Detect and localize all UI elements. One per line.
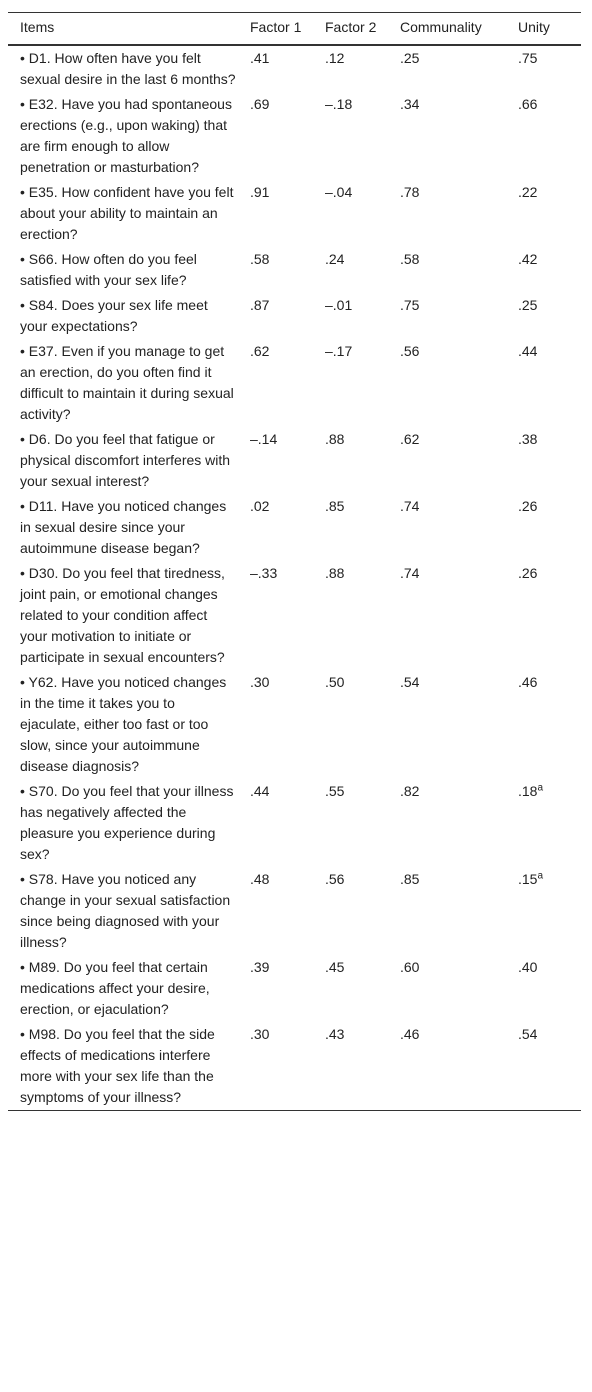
item-cell: • S84. Does your sex life meet your expe… [20, 297, 208, 334]
item-cell: • E32. Have you had spontaneous erection… [20, 96, 232, 175]
footnote-mark: a [537, 782, 544, 794]
table-row: • D30. Do you feel that tiredness, joint… [8, 561, 581, 670]
value-cell: .25 [518, 297, 538, 313]
value-cell: .54 [518, 1026, 538, 1042]
header-row: Items Factor 1 Factor 2 Communality Unity [8, 13, 581, 45]
value-cell: .18a [518, 779, 581, 867]
value-cell: .48 [250, 871, 270, 887]
value-cell: .02 [250, 498, 270, 514]
value-cell: .75 [518, 50, 538, 66]
table-row: • S66. How often do you feel satisfied w… [8, 247, 581, 293]
value-cell: –.18 [325, 96, 353, 112]
item-cell: • D6. Do you feel that fatigue or physic… [20, 431, 231, 489]
value-cell: .56 [325, 871, 345, 887]
value-cell: .54 [400, 674, 420, 690]
table-row: • D11. Have you noticed changes in sexua… [8, 494, 581, 561]
value-cell: .58 [400, 251, 420, 267]
item-cell: • S78. Have you noticed any change in yo… [20, 871, 231, 950]
header-cell: Communality [400, 19, 482, 35]
value-cell: .78 [400, 184, 420, 200]
table-row: • S84. Does your sex life meet your expe… [8, 293, 581, 339]
value-cell: .46 [518, 674, 538, 690]
item-cell: • Y62. Have you noticed changes in the t… [20, 674, 227, 774]
value-cell: .45 [325, 959, 345, 975]
value-cell: .41 [250, 50, 270, 66]
value-cell: .88 [325, 565, 345, 581]
table-header: Items Factor 1 Factor 2 Communality Unity [8, 13, 581, 45]
value-cell: –.04 [325, 184, 353, 200]
value-cell: .24 [325, 251, 345, 267]
value-cell: .50 [325, 674, 345, 690]
value-cell: .87 [250, 297, 270, 313]
value-cell: .39 [250, 959, 270, 975]
value-cell: .26 [518, 498, 538, 514]
value-cell: .56 [400, 343, 420, 359]
value-text: .18 [518, 783, 538, 799]
item-cell: • E37. Even if you manage to get an erec… [20, 343, 234, 422]
value-cell: .91 [250, 184, 270, 200]
value-cell: –.17 [325, 343, 353, 359]
value-cell: .74 [400, 498, 420, 514]
table-row: • Y62. Have you noticed changes in the t… [8, 670, 581, 779]
table-row: • D1. How often have you felt sexual des… [8, 45, 581, 92]
value-cell: .66 [518, 96, 538, 112]
value-cell: –.01 [325, 297, 353, 313]
value-cell: –.33 [250, 565, 278, 581]
value-cell: .15a [518, 867, 581, 955]
value-cell: .88 [325, 431, 345, 447]
value-cell: .44 [518, 343, 538, 359]
table-row: • D6. Do you feel that fatigue or physic… [8, 427, 581, 494]
footnote-mark: a [537, 870, 544, 882]
value-cell: .60 [400, 959, 420, 975]
factor-table: Items Factor 1 Factor 2 Communality Unity • … [8, 12, 581, 1111]
item-cell: • S66. How often do you feel satisfied w… [20, 251, 197, 288]
item-cell: • D1. How often have you felt sexual des… [20, 50, 236, 87]
item-cell: • E35. How confident have you felt about… [20, 184, 234, 242]
item-cell: • D30. Do you feel that tiredness, joint… [20, 565, 225, 665]
table-row: • E35. How confident have you felt about… [8, 180, 581, 247]
value-text: .15 [518, 871, 538, 887]
value-cell: .30 [250, 1026, 270, 1042]
value-cell: .34 [400, 96, 420, 112]
value-cell: .62 [400, 431, 420, 447]
value-cell: .46 [400, 1026, 420, 1042]
item-cell: • M89. Do you feel that certain medicati… [20, 959, 210, 1017]
value-cell: .44 [250, 783, 270, 799]
header-cell: Items [20, 19, 55, 35]
value-cell: .26 [518, 565, 538, 581]
header-cell: Factor 2 [325, 19, 377, 35]
value-cell: .75 [400, 297, 420, 313]
table-row: • S70. Do you feel that your illness has… [8, 779, 581, 867]
item-cell: • D11. Have you noticed changes in sexua… [20, 498, 227, 556]
value-cell: .42 [518, 251, 538, 267]
table-row: • E37. Even if you manage to get an erec… [8, 339, 581, 427]
value-cell: .25 [400, 50, 420, 66]
value-cell: .62 [250, 343, 270, 359]
value-cell: .40 [518, 959, 538, 975]
header-cell: Factor 1 [250, 19, 302, 35]
value-cell: .82 [400, 783, 420, 799]
table-body: • D1. How often have you felt sexual des… [8, 45, 581, 1111]
value-cell: .30 [250, 674, 270, 690]
header-cell: Unity [518, 19, 550, 35]
value-cell: .85 [325, 498, 345, 514]
table-row: • M89. Do you feel that certain medicati… [8, 955, 581, 1022]
value-cell: .43 [325, 1026, 345, 1042]
value-cell: .74 [400, 565, 420, 581]
value-cell: .38 [518, 431, 538, 447]
item-cell: • S70. Do you feel that your illness has… [20, 783, 234, 862]
value-cell: –.14 [250, 431, 278, 447]
value-cell: .69 [250, 96, 270, 112]
value-cell: .55 [325, 783, 345, 799]
value-cell: .85 [400, 871, 420, 887]
value-cell: .12 [325, 50, 345, 66]
value-cell: .58 [250, 251, 270, 267]
table-row: • M98. Do you feel that the side effects… [8, 1022, 581, 1111]
value-cell: .22 [518, 184, 538, 200]
table-row: • S78. Have you noticed any change in yo… [8, 867, 581, 955]
table-row: • E32. Have you had spontaneous erection… [8, 92, 581, 180]
item-cell: • M98. Do you feel that the side effects… [20, 1026, 215, 1105]
